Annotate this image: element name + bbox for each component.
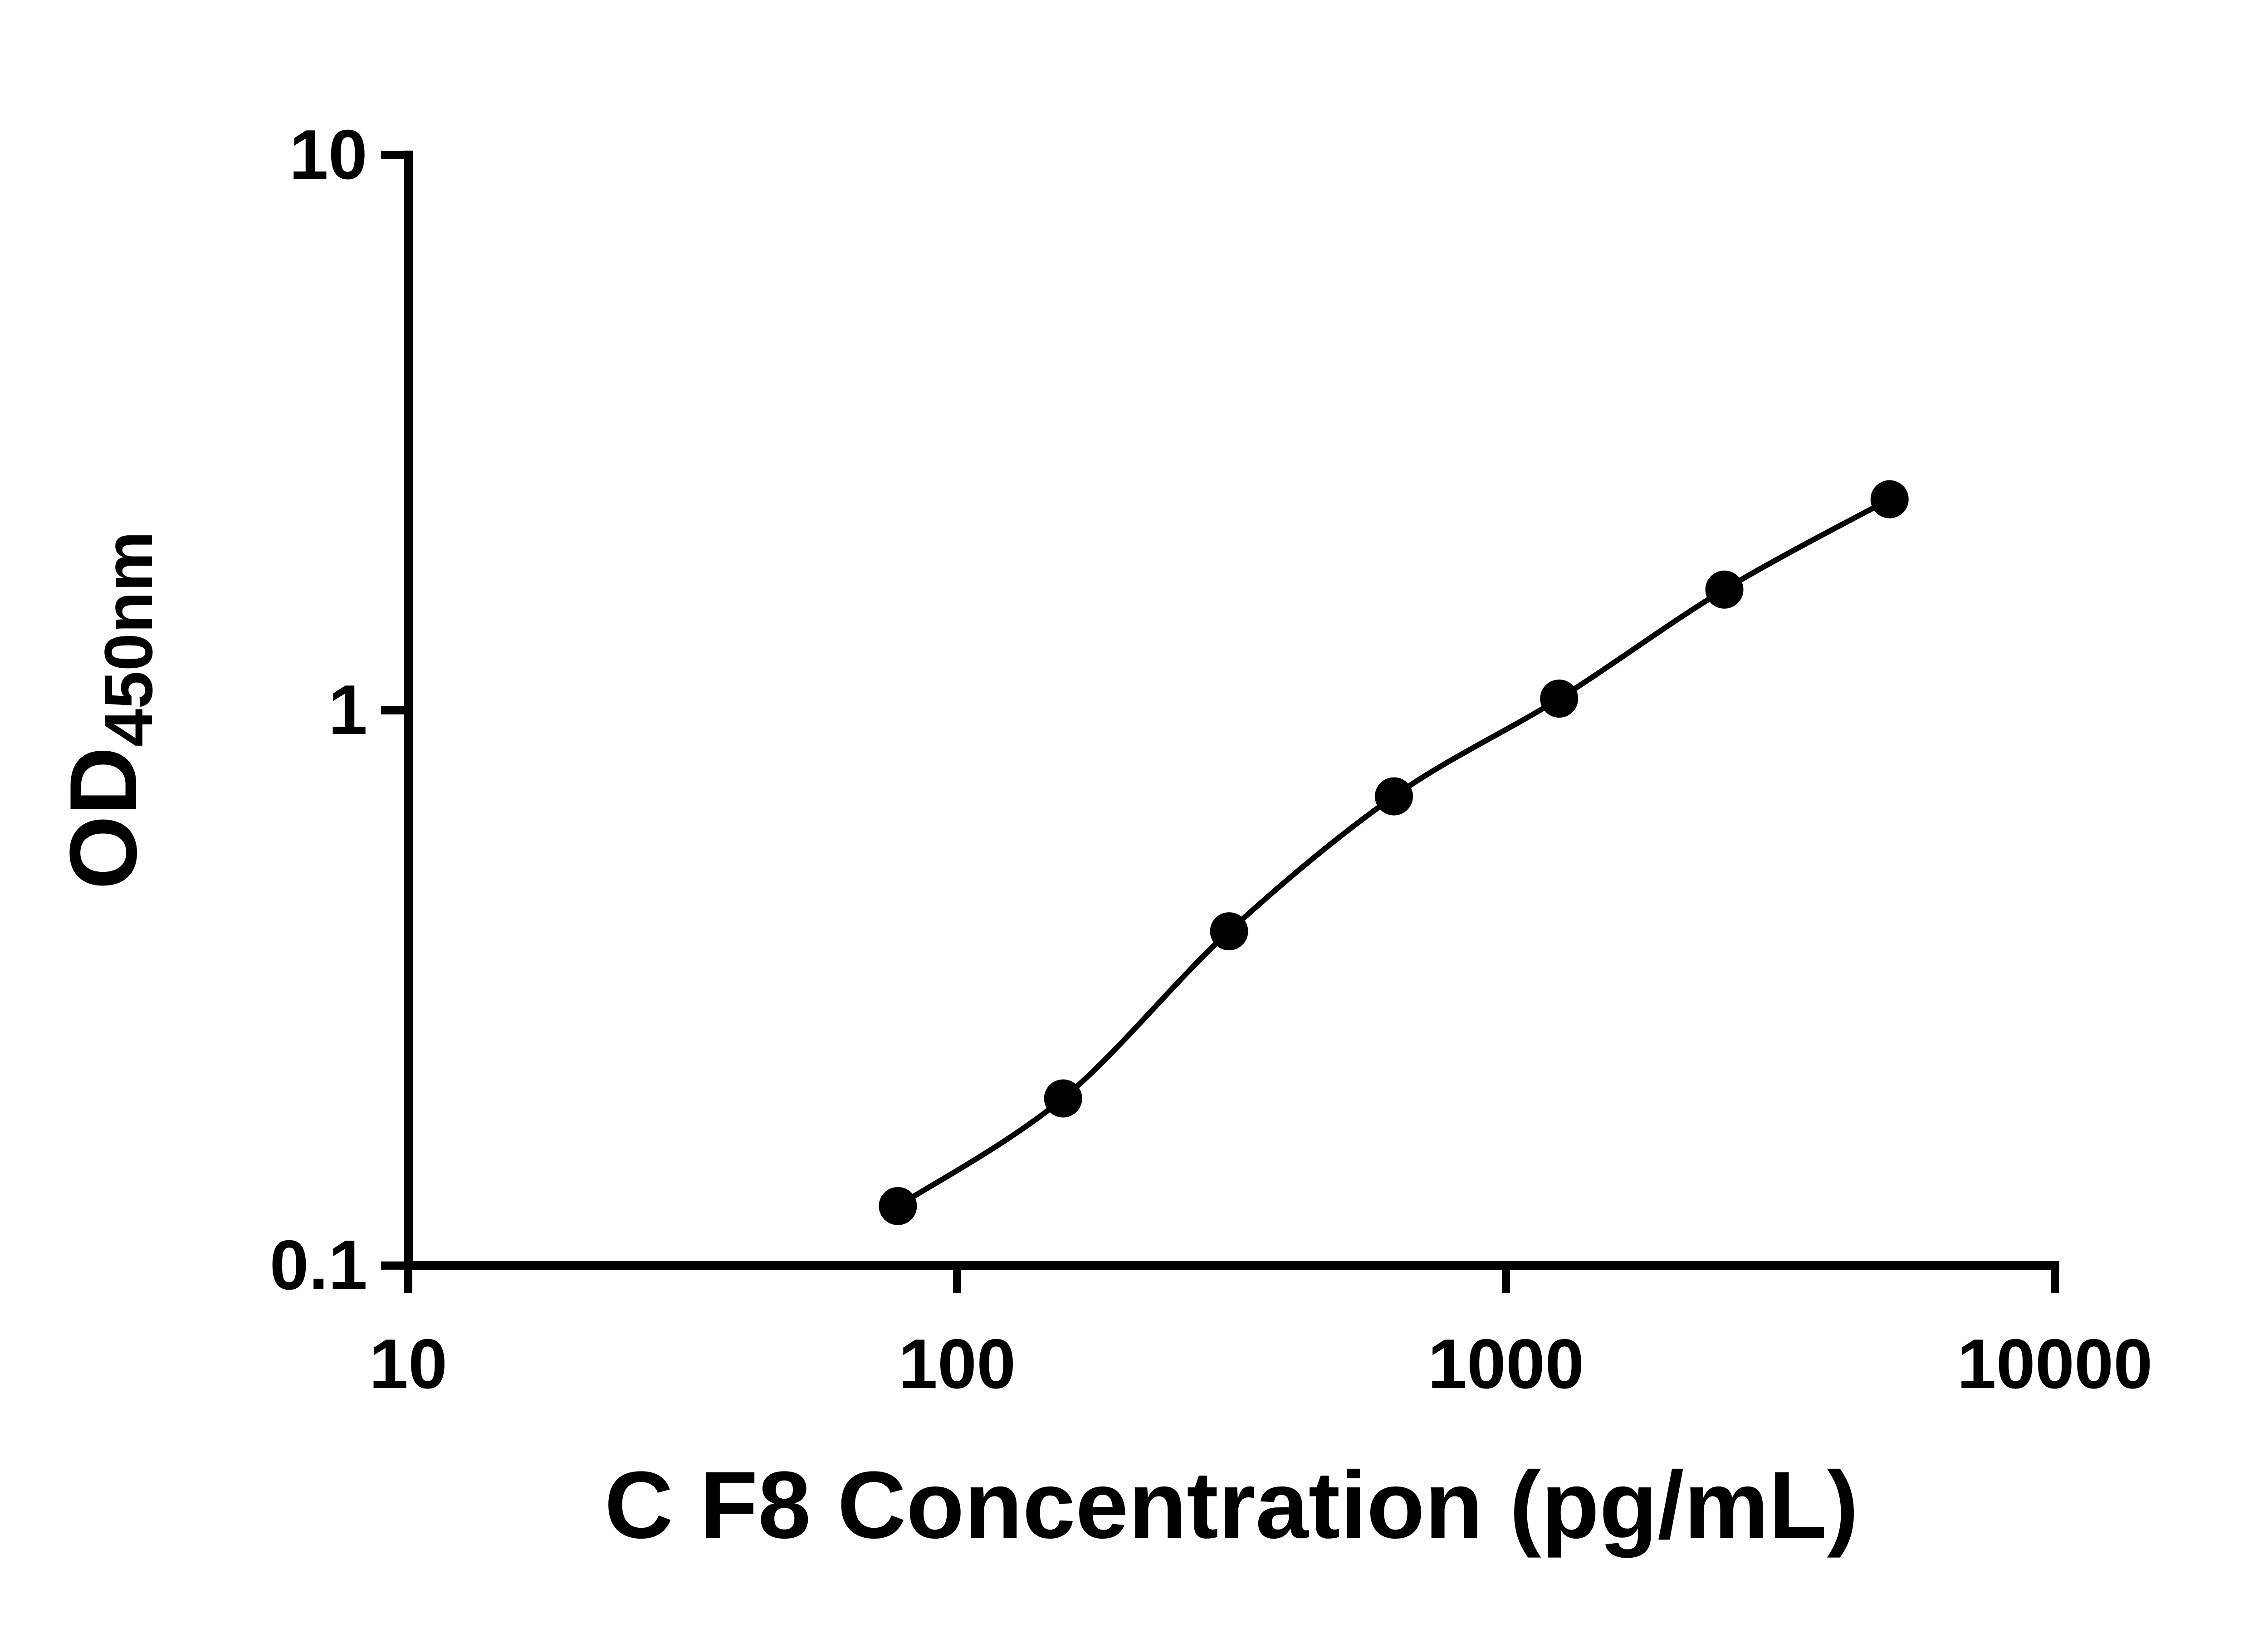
data-point-marker [1705,570,1744,609]
data-point-marker [879,1187,917,1225]
x-tick-label: 10 [369,1325,447,1403]
data-point-marker [1375,777,1413,816]
data-point-marker [1044,1079,1082,1118]
y-axis-title: OD450nm [50,531,166,890]
x-tick-label: 10000 [1957,1325,2152,1403]
data-point-marker [1870,480,1909,518]
data-point-marker [1540,680,1579,718]
x-axis-title: C F8 Concentration (pg/mL) [605,1452,1859,1558]
y-tick-label: 0.1 [270,1226,367,1304]
x-tick-label: 100 [899,1325,1016,1403]
y-tick-label: 1 [328,670,367,749]
x-tick-label: 1000 [1428,1325,1584,1403]
data-point-marker [1210,912,1248,951]
y-tick-label: 10 [289,115,367,194]
